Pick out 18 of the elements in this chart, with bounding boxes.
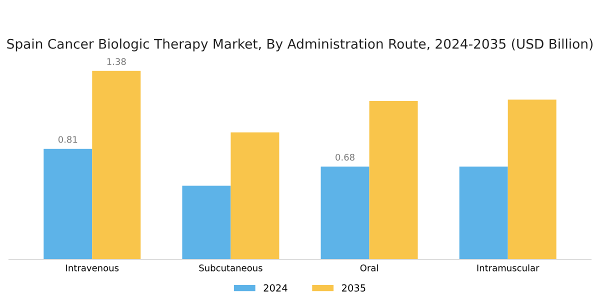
- x-tick-label: Intravenous: [66, 264, 119, 272]
- x-tick-label: Subcutaneous: [199, 264, 262, 272]
- legend-label: 2024: [264, 284, 288, 292]
- bar: [182, 186, 231, 260]
- bar: [92, 70, 141, 260]
- bar: [459, 166, 508, 260]
- data-label: 1.38: [107, 58, 126, 66]
- bar: [508, 100, 556, 260]
- bar: [44, 148, 92, 260]
- legend-label: 2035: [342, 284, 366, 292]
- bar: [369, 100, 418, 260]
- x-tick-label: Oral: [360, 264, 378, 272]
- chart-title: Spain Cancer Biologic Therapy Market, By Administration Route, 2024-2035 (USD Billion): [7, 38, 593, 52]
- bar: [320, 166, 370, 260]
- data-label: 0.81: [58, 136, 78, 143]
- bar: [230, 132, 280, 260]
- x-tick-label: Intramuscular: [477, 264, 540, 272]
- data-label: 0.68: [336, 154, 354, 161]
